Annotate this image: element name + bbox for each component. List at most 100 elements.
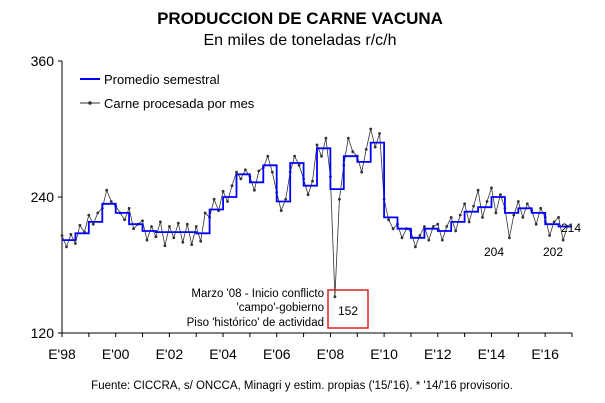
legend-marker-monthly	[88, 101, 92, 105]
monthly-point	[445, 225, 449, 228]
x-tick-label: E'16	[531, 346, 559, 362]
monthly-point	[539, 206, 543, 210]
monthly-point	[431, 225, 435, 228]
monthly-point	[123, 218, 126, 222]
monthly-point	[400, 236, 404, 240]
axes	[58, 60, 573, 337]
monthly-series	[60, 127, 569, 299]
monthly-point	[387, 218, 390, 222]
monthly-point	[159, 220, 162, 224]
monthly-point	[226, 200, 229, 203]
monthly-point	[176, 221, 180, 225]
monthly-point	[521, 216, 525, 219]
monthly-point	[163, 244, 167, 248]
monthly-point	[534, 222, 538, 226]
monthly-point	[154, 235, 158, 239]
monthly-point	[499, 193, 502, 197]
monthly-point	[516, 200, 520, 203]
x-tick-label: E'12	[424, 346, 452, 362]
monthly-point	[239, 177, 243, 181]
monthly-point	[69, 233, 73, 236]
legend-label-monthly: Carne procesada por mes	[104, 96, 255, 111]
monthly-point	[467, 220, 471, 224]
monthly-point	[253, 188, 256, 192]
monthly-point	[320, 154, 323, 158]
monthly-point	[181, 240, 185, 244]
y-tick-label: 120	[31, 325, 55, 341]
annotation-line-1: Marzo '08 - Inicio conflicto	[191, 288, 324, 300]
monthly-point	[199, 239, 203, 243]
monthly-point	[364, 148, 368, 151]
semestral-step-line	[62, 141, 572, 241]
monthly-point	[333, 295, 337, 299]
monthly-point	[512, 213, 516, 217]
monthly-point	[311, 179, 314, 183]
monthly-point	[235, 170, 238, 174]
legend: Promedio semestral Carne procesada por m…	[80, 72, 255, 111]
label-low-2016: 202	[543, 245, 563, 259]
x-tick-label: E'14	[478, 346, 506, 362]
monthly-point	[168, 225, 171, 228]
monthly-point	[463, 202, 466, 206]
annotation-box	[327, 289, 369, 329]
x-tick-label: E'04	[209, 346, 237, 362]
monthly-point	[476, 188, 480, 192]
x-tick-labels: E'98 E'00 E'02 E'04 E'06 E'08 E'10 E'12 E'14 E'16	[48, 346, 559, 362]
monthly-point	[423, 225, 426, 228]
monthly-point	[244, 168, 247, 172]
monthly-point	[132, 227, 136, 231]
monthly-point	[525, 202, 529, 206]
x-tick-label: E'02	[156, 346, 184, 362]
monthly-point	[221, 189, 225, 193]
monthly-point	[494, 211, 498, 215]
monthly-point	[440, 238, 444, 242]
x-tick-label: E'10	[370, 346, 398, 362]
monthly-point	[141, 219, 144, 223]
monthly-point	[351, 150, 355, 154]
monthly-point	[472, 204, 475, 208]
x-tick-label: E'06	[263, 346, 291, 362]
monthly-point	[65, 245, 68, 249]
monthly-point	[552, 220, 556, 224]
y-tick-label: 240	[31, 189, 55, 205]
monthly-point	[78, 223, 82, 227]
monthly-point	[324, 136, 328, 140]
label-last-value: 214	[561, 221, 581, 235]
monthly-point	[449, 216, 453, 219]
monthly-point	[485, 200, 489, 203]
monthly-point	[490, 186, 493, 190]
monthly-point	[306, 193, 310, 197]
semestral-series	[62, 141, 572, 241]
monthly-point	[436, 222, 440, 226]
monthly-point	[257, 169, 261, 173]
monthly-point	[266, 154, 270, 158]
y-tick-label: 360	[31, 53, 55, 69]
annotation-line-2: 'campo'-gobierno	[237, 302, 325, 314]
legend-label-semestral: Promedio semestral	[104, 72, 220, 87]
monthly-point	[203, 211, 207, 215]
monthly-point	[279, 209, 283, 213]
monthly-point	[338, 197, 341, 201]
conflict-annotation: Marzo '08 - Inicio conflicto 'campo'-gob…	[187, 288, 369, 329]
monthly-point	[212, 197, 216, 201]
annotation-value-152: 152	[338, 304, 358, 318]
x-tick-label: E'08	[317, 346, 345, 362]
monthly-point	[91, 222, 95, 226]
monthly-point	[458, 213, 462, 217]
monthly-point	[346, 136, 350, 140]
chart-subtitle: En miles de toneladas r/c/h	[204, 32, 397, 49]
y-tick-labels: 120 240 360	[31, 53, 55, 341]
monthly-point	[548, 234, 551, 237]
monthly-point	[508, 236, 511, 240]
monthly-point	[427, 238, 431, 242]
annotation-line-3: Piso 'histórico' de actividad	[187, 317, 324, 329]
monthly-point	[557, 216, 560, 219]
monthly-point	[315, 143, 319, 147]
monthly-point	[284, 197, 288, 201]
monthly-point	[105, 188, 109, 192]
monthly-point	[360, 170, 364, 174]
monthly-point	[230, 184, 234, 188]
monthly-point	[185, 222, 189, 226]
monthly-line	[61, 128, 568, 297]
